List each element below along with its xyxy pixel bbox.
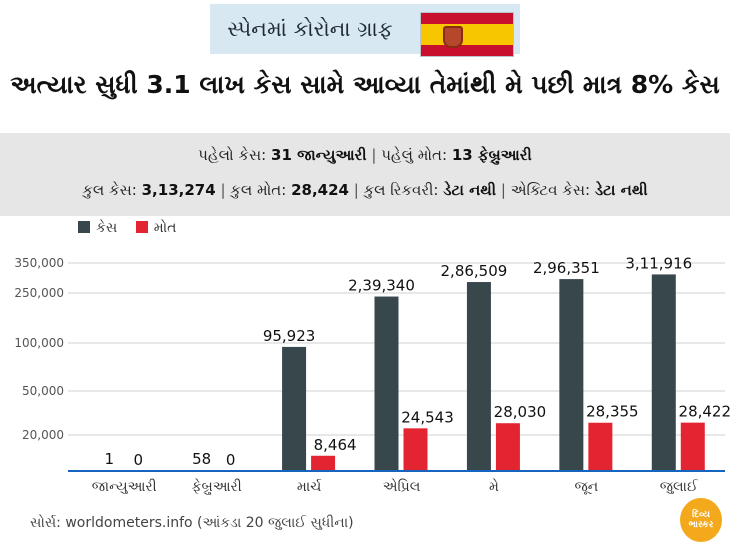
headline: અત્યાર સુધી 3.1 લાખ કેસ સામે આવ્યા તેમાં… <box>10 70 720 99</box>
chart-title-badge: સ્પેનમાં કોરોના ગ્રાફ <box>210 4 520 57</box>
y-tick-label: 350,000 <box>14 256 64 270</box>
bar-deaths <box>680 422 705 471</box>
legend-item-deaths: મોત <box>135 220 177 236</box>
total-deaths-label: કુલ મોત: <box>230 181 287 199</box>
data-label-deaths: 0 <box>226 451 236 469</box>
data-label-cases: 2,39,340 <box>348 277 415 295</box>
total-deaths-value: 28,424 <box>291 181 349 199</box>
active-cases-value: ડેટા નથી <box>594 181 648 199</box>
legend-label-deaths: મોત <box>153 220 177 236</box>
bar-cases <box>651 274 676 471</box>
legend-label-cases: કેસ <box>96 220 118 236</box>
x-category-label: માર્ચ <box>297 478 322 495</box>
bar-cases <box>559 279 584 471</box>
data-label-cases: 1 <box>104 450 114 468</box>
y-tick-label: 50,000 <box>22 384 64 398</box>
first-case-label: પહેલો કેસ: <box>198 146 267 164</box>
x-category-label: ફેબ્રુઆરી <box>191 478 241 495</box>
logo-text-bottom: ભાસ્કર <box>688 520 714 530</box>
legend-item-cases: કેસ <box>78 220 122 236</box>
total-cases-value: 3,13,274 <box>141 181 216 199</box>
x-category-label: એપ્રિલ <box>383 478 421 495</box>
data-label-cases: 2,96,351 <box>533 259 600 277</box>
spain-flag-icon <box>420 12 514 57</box>
first-case-value: 31 જાન્યુઆરી <box>271 146 367 164</box>
source-note: સોર્સ: worldometers.info (આંકડા 20 જુલાઈ… <box>30 515 354 531</box>
data-label-cases: 3,11,916 <box>625 254 692 272</box>
data-label-deaths: 28,422 <box>679 403 730 421</box>
y-tick-label: 250,000 <box>14 286 64 300</box>
total-recovered-label: કુલ રિકવરી: <box>363 181 439 199</box>
bar-deaths <box>495 423 520 471</box>
logo-text-top: દિવ્ય <box>692 510 710 520</box>
bar-chart: 20,000 50,000 100,000 250,000 350,000 1 0 જાન્ય… <box>14 254 730 495</box>
y-tick-label: 100,000 <box>14 336 64 350</box>
info-line-totals: કુલ કેસ: 3,13,274 | કુલ મોત: 28,424 | કુ… <box>82 181 648 199</box>
bar-deaths <box>403 428 428 471</box>
y-tick-label: 20,000 <box>22 428 64 442</box>
data-label-deaths: 0 <box>133 451 143 469</box>
active-cases-label: એક્ટિવ કેસ: <box>510 181 591 199</box>
data-label-cases: 2,86,509 <box>441 262 508 280</box>
bar-cases <box>282 346 307 471</box>
bar-cases <box>466 282 491 471</box>
data-label-deaths: 8,464 <box>314 436 357 454</box>
data-label-deaths: 24,543 <box>401 408 454 426</box>
data-label-deaths: 28,355 <box>586 403 639 421</box>
bar-cases <box>374 296 399 471</box>
data-label-deaths: 28,030 <box>494 403 547 421</box>
divya-bhaskar-logo: દિવ્ય ભાસ્કર <box>680 498 722 542</box>
legend-swatch-deaths <box>135 221 148 233</box>
x-category-label: જુલાઈ <box>660 479 699 495</box>
total-recovered-value: ડેટા નથી <box>443 181 497 199</box>
data-label-cases: 58 <box>192 450 211 468</box>
bar-deaths <box>588 422 613 471</box>
chart-legend: કેસ મોત <box>78 220 190 236</box>
coat-of-arms-icon <box>443 26 463 48</box>
info-line-first: પહેલો કેસ: 31 જાન્યુઆરી | પહેલું મોત: 13… <box>198 146 532 164</box>
bar-deaths <box>311 455 336 471</box>
total-cases-label: કુલ કેસ: <box>82 181 137 199</box>
chart-title: સ્પેનમાં કોરોના ગ્રાફ <box>227 16 393 41</box>
x-category-label: મે <box>489 478 499 495</box>
first-death-label: પહેલું મોત: <box>381 146 448 164</box>
x-category-label: જૂન <box>575 479 599 495</box>
legend-swatch-cases <box>78 221 90 233</box>
first-death-value: 13 ફેબ્રુઆરી <box>451 146 532 164</box>
x-category-label: જાન્યુઆરી <box>92 479 157 495</box>
data-label-cases: 95,923 <box>263 327 316 345</box>
info-box <box>0 133 730 216</box>
